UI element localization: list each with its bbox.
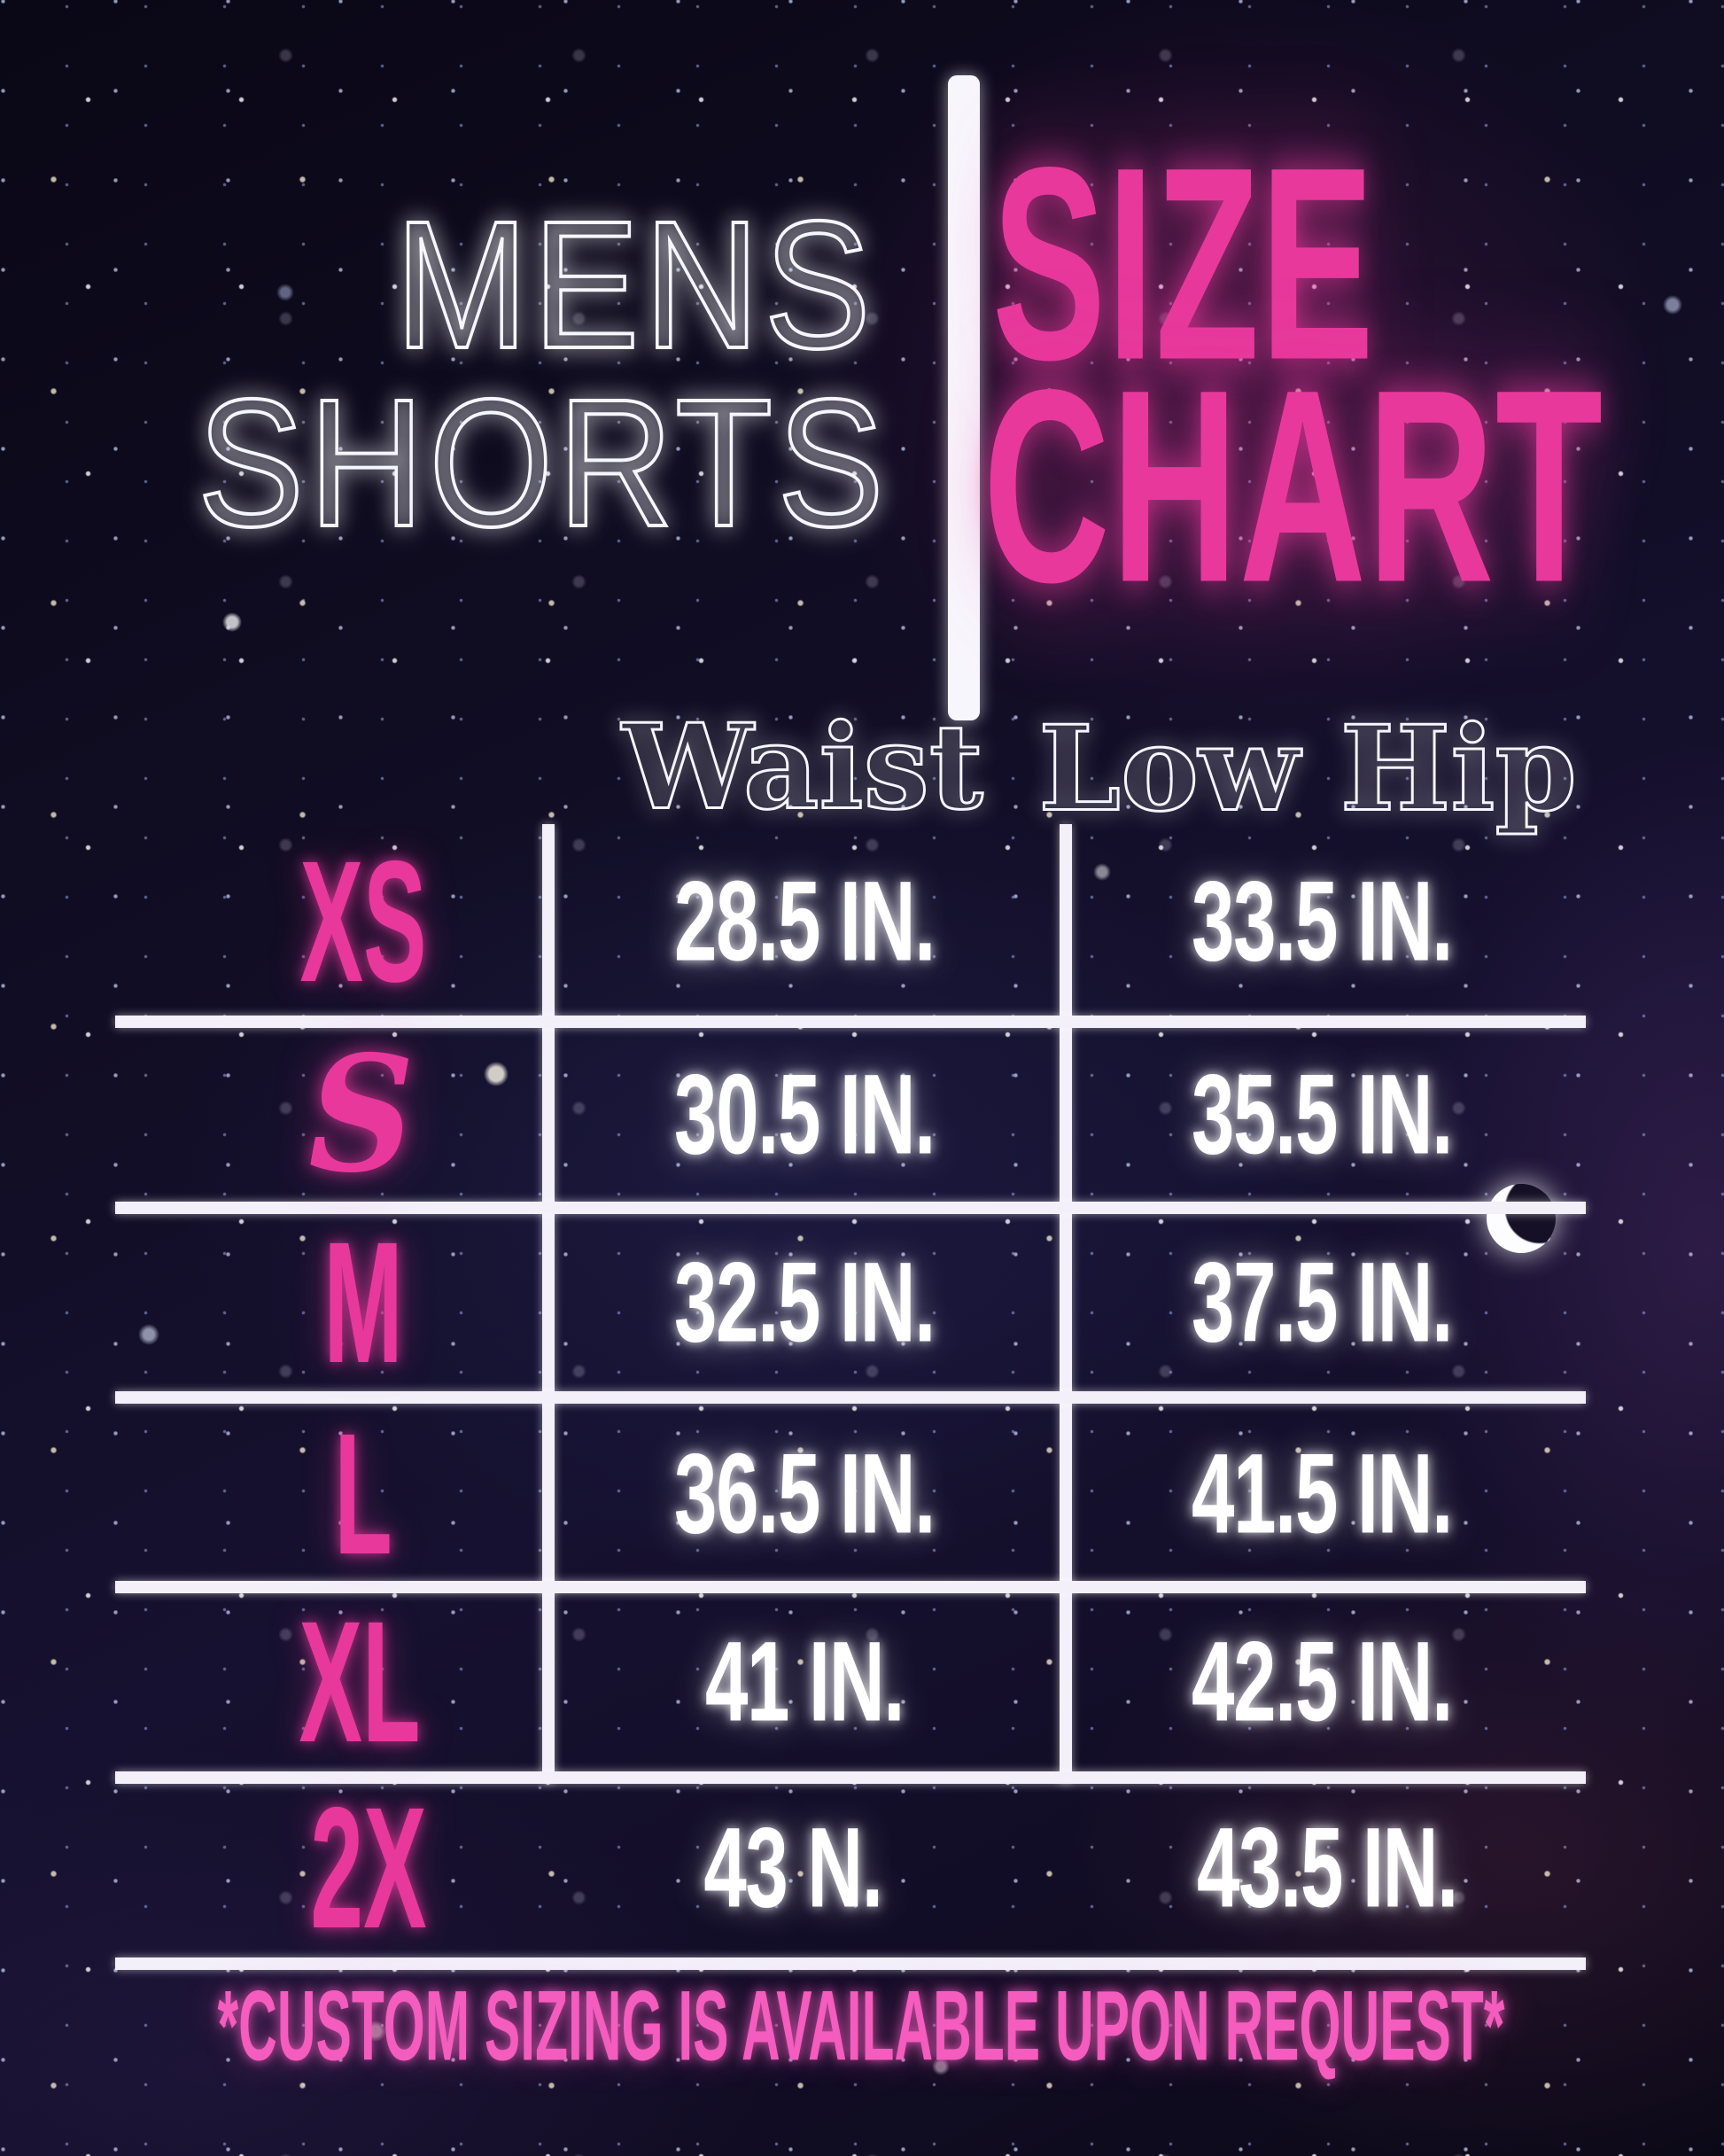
size-label-xl: XL [299,1585,421,1779]
custom-sizing-footnote: *CUSTOM SIZING IS AVAILABLE UPON REQUEST… [217,1970,1505,2082]
title-mens: MENS [393,182,876,388]
table-row-divider-line [115,1958,1586,1970]
crescent-moon-icon [1487,1184,1556,1253]
low-hip-value-m: 37.5 IN. [1192,1239,1453,1366]
table-column-divider-line [1060,824,1072,1783]
column-header-low-hip: Low Hip [1037,699,1579,839]
low-hip-value-xs: 33.5 IN. [1192,858,1453,985]
table-row-divider-line [115,1391,1586,1404]
low-hip-value-l: 41.5 IN. [1192,1430,1453,1558]
size-label-2x: 2X [310,1771,427,1965]
table-row-divider-line [115,1202,1586,1214]
waist-value-l: 36.5 IN. [674,1430,936,1558]
low-hip-value-2x: 43.5 IN. [1197,1804,1458,1932]
waist-value-2x: 43 N. [703,1804,883,1932]
waist-value-m: 32.5 IN. [674,1239,936,1366]
column-header-waist: Waist [621,697,985,837]
title-size: SIZE [991,109,1376,417]
title-divider-bar [948,75,980,720]
size-label-l: L [334,1397,392,1591]
table-row-divider-line [115,1581,1586,1593]
low-hip-value-s: 35.5 IN. [1192,1051,1453,1179]
waist-value-s: 30.5 IN. [674,1051,936,1179]
title-chart: CHART [982,331,1604,640]
table-row-divider-line [115,1016,1586,1028]
low-hip-value-xl: 42.5 IN. [1192,1618,1453,1746]
size-label-xs: XS [299,825,427,1018]
title-shorts: SHORTS [196,360,889,566]
size-label-m: M [323,1206,403,1399]
size-label-s: S [308,1021,415,1209]
table-column-divider-line [542,824,555,1783]
waist-value-xl: 41 IN. [704,1618,905,1746]
table-row-divider-line [115,1771,1586,1784]
waist-value-xs: 28.5 IN. [674,858,936,985]
